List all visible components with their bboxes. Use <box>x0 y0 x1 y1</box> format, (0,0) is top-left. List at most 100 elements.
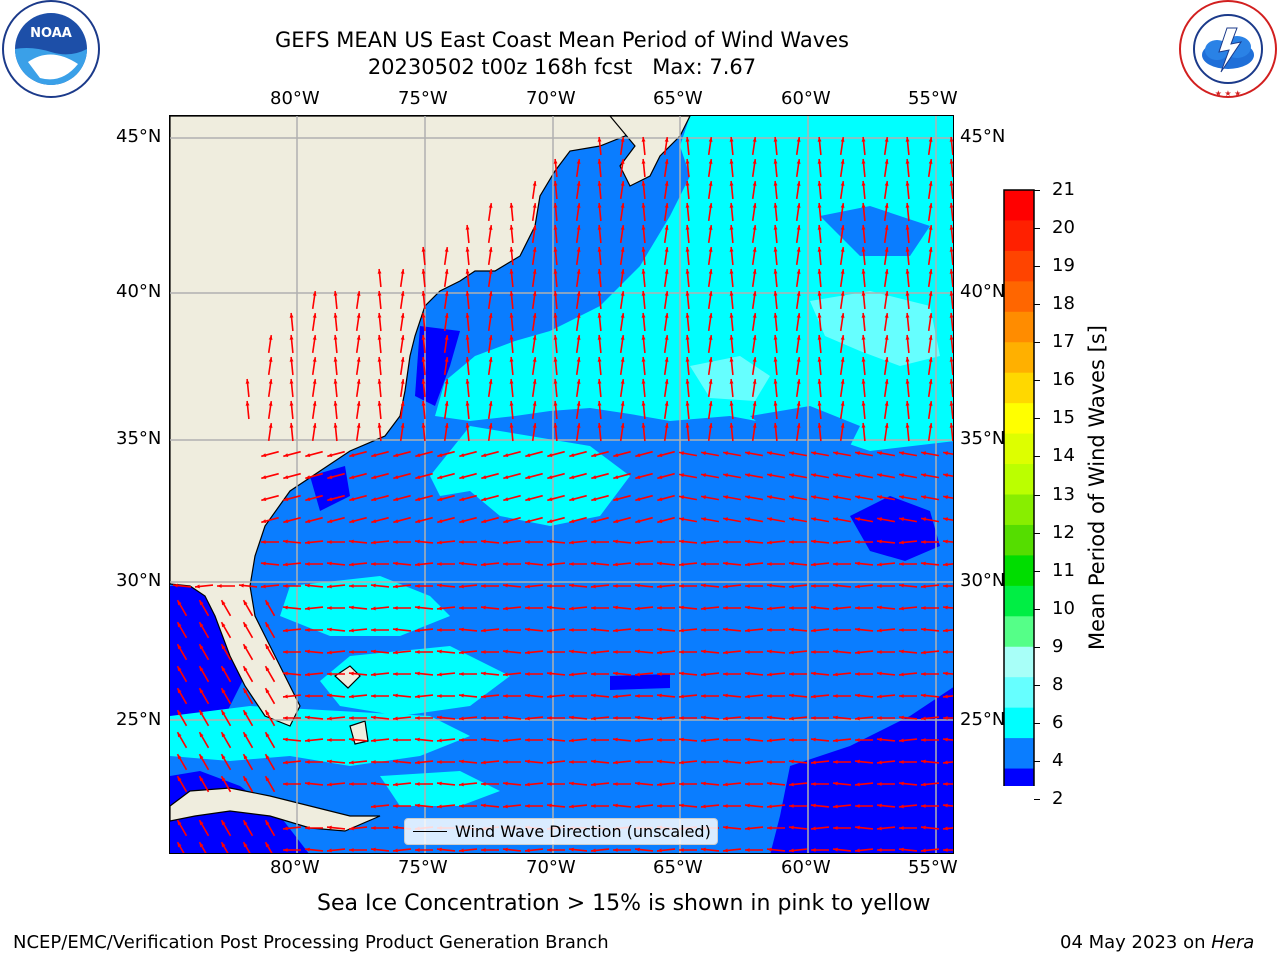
wind-wave-arrowhead <box>532 335 537 340</box>
wind-wave-arrowhead <box>613 605 618 610</box>
wind-wave-arrowhead <box>928 423 933 428</box>
lat-label-right: 40°N <box>960 281 1006 302</box>
wind-wave-arrowhead <box>177 600 182 606</box>
colorbar-segment <box>1004 250 1034 282</box>
wind-wave-arrowhead <box>877 694 882 699</box>
wind-wave-arrowhead <box>928 137 933 142</box>
wind-wave-arrowhead <box>268 401 273 406</box>
wind-wave-arrowhead <box>833 738 838 743</box>
wind-wave-arrowhead <box>265 732 270 738</box>
wind-wave-arrowhead <box>349 453 355 457</box>
wind-wave-arrowhead <box>708 313 713 318</box>
wind-wave-arrowhead <box>371 694 376 698</box>
wind-wave-arrowhead <box>283 760 288 765</box>
wind-wave-arrowhead <box>745 628 750 633</box>
wind-wave-arrowhead <box>415 539 420 544</box>
wind-wave-arrowhead <box>356 423 361 428</box>
wind-wave-arrowhead <box>481 605 486 610</box>
wind-wave-arrowhead <box>243 666 248 672</box>
wind-wave-arrowhead <box>532 401 537 406</box>
wind-wave-arrowhead <box>488 335 493 340</box>
wind-wave-arrowhead <box>221 666 226 672</box>
wind-wave-arrowhead <box>547 584 552 588</box>
wind-wave-arrowhead <box>569 672 574 677</box>
wind-wave-arrowhead <box>265 754 270 760</box>
wind-wave-arrowhead <box>597 247 602 252</box>
colorbar-segment <box>1004 768 1034 786</box>
wind-wave-arrowhead <box>701 672 706 677</box>
wind-wave-arrowhead <box>905 335 910 340</box>
wind-wave-arrowhead <box>884 181 889 186</box>
wind-wave-arrowhead <box>723 584 728 589</box>
wind-wave-arrowhead <box>833 781 838 786</box>
wind-wave-arrowhead <box>265 622 270 628</box>
wind-wave-arrowhead <box>767 628 772 632</box>
wind-wave-arrowhead <box>861 357 866 362</box>
wind-wave-arrowhead <box>635 738 640 743</box>
wind-wave-arrowhead <box>949 357 953 362</box>
wind-wave-arrowhead <box>817 181 822 186</box>
wind-wave-arrowhead <box>576 423 581 428</box>
colorbar-tick-mark <box>1034 760 1040 762</box>
wind-wave-arrowhead <box>217 584 222 588</box>
wind-wave-arrowhead <box>745 605 750 610</box>
wind-wave-arrowhead <box>657 497 663 501</box>
wind-wave-arrowhead <box>729 313 734 318</box>
wind-wave-arrowhead <box>905 313 910 318</box>
wind-wave-arrowhead <box>657 584 662 589</box>
wind-wave-arrowhead <box>503 453 509 457</box>
wind-wave-arrowhead <box>400 335 405 340</box>
wind-wave-arrowhead <box>371 540 376 545</box>
wind-wave-arrowhead <box>437 453 443 457</box>
wind-wave-arrowhead <box>745 451 750 456</box>
wind-wave-arrowhead <box>921 782 926 787</box>
wind-wave-arrowhead <box>701 606 706 611</box>
wind-wave-arrowhead <box>591 519 597 523</box>
wind-wave-arrowhead <box>377 357 382 362</box>
wind-wave-arrowhead <box>840 335 845 340</box>
wind-wave-arrowhead <box>789 495 794 500</box>
wind-wave-arrowhead <box>905 269 910 274</box>
wind-wave-arrowhead <box>283 605 288 610</box>
wind-wave-arrowhead <box>265 644 270 650</box>
wind-wave-arrowhead <box>503 715 508 720</box>
wind-wave-arrowhead <box>261 540 266 544</box>
lon-label-top: 60°W <box>781 88 831 109</box>
wind-wave-arrowhead <box>855 606 860 610</box>
wind-wave-arrowhead <box>773 357 778 362</box>
wind-wave-arrowhead <box>723 650 728 655</box>
wind-wave-arrowhead <box>569 715 574 720</box>
colorbar-tick-label: 8 <box>1052 673 1064 695</box>
wind-wave-arrowhead <box>459 672 464 676</box>
wind-wave-arrowhead <box>701 473 706 478</box>
colorbar-segment <box>1004 707 1034 739</box>
wind-wave-arrowhead <box>899 804 904 809</box>
wind-wave-arrowhead <box>437 847 442 852</box>
wind-wave-arrowhead <box>949 159 953 164</box>
wind-wave-arrowhead <box>371 519 377 523</box>
wind-wave-arrowhead <box>641 269 646 274</box>
wind-wave-arrowhead <box>333 335 338 340</box>
wind-wave-arrowhead <box>415 760 420 765</box>
wind-wave-arrowhead <box>459 453 465 457</box>
wind-wave-arrowhead <box>905 401 910 406</box>
wind-wave-arrowhead <box>591 453 597 457</box>
wind-wave-arrowhead <box>729 159 734 164</box>
wind-wave-arrowhead <box>349 716 354 720</box>
colorbar-tick-mark <box>1034 799 1040 800</box>
wind-wave-arrowhead <box>635 672 640 677</box>
wind-wave-arrowhead <box>855 825 860 830</box>
wind-wave-arrowhead <box>289 379 294 384</box>
wind-wave-arrowhead <box>283 519 289 523</box>
wind-wave-arrowhead <box>708 401 713 406</box>
wind-wave-arrowhead <box>553 159 558 164</box>
wind-wave-arrowhead <box>685 335 690 340</box>
wind-wave-arrowhead <box>481 803 486 808</box>
wind-wave-arrowhead <box>861 137 866 142</box>
wind-wave-arrowhead <box>421 423 426 428</box>
wind-wave-arrowhead <box>199 622 204 628</box>
wind-wave-arrowhead <box>371 760 376 764</box>
wind-wave-arrowhead <box>796 379 801 384</box>
wind-wave-arrowhead <box>641 159 646 164</box>
wind-wave-arrowhead <box>569 781 574 786</box>
